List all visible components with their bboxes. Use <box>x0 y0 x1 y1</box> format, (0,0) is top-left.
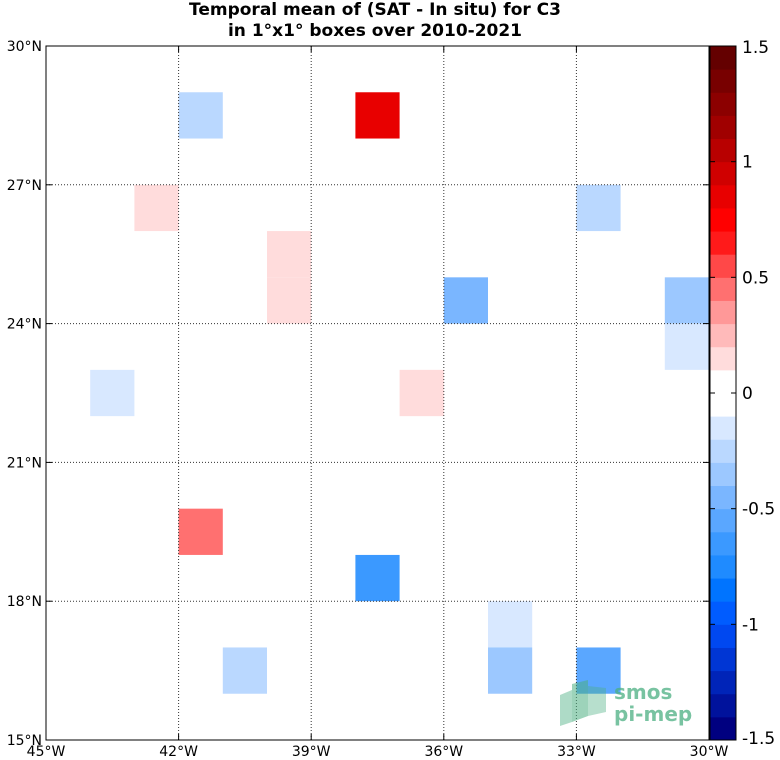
colorbar-segment <box>710 393 736 417</box>
data-cell <box>664 277 709 324</box>
colorbar-tick-label: -1.5 <box>742 729 775 749</box>
chart-title: Temporal mean of (SAT - In situ) for C3 <box>189 0 561 20</box>
colorbar-segment <box>710 554 736 579</box>
y-tick-label: 18°N <box>7 594 42 610</box>
colorbar-segment <box>710 277 736 301</box>
colorbar-segment <box>710 439 736 463</box>
data-cell <box>222 647 267 694</box>
data-cell <box>90 369 135 417</box>
colorbar-segment <box>710 115 736 140</box>
grid-lines <box>46 46 709 740</box>
x-tick-label: 36°W <box>424 744 463 760</box>
y-tick-label: 27°N <box>7 178 42 194</box>
data-cell <box>267 231 312 278</box>
colorbar: 1.5 1 0.5 0 -0.5 -1 -1.5 <box>709 38 775 749</box>
colorbar-segment <box>710 323 736 348</box>
data-cells <box>90 92 709 694</box>
y-tick-label: 15°N <box>7 733 42 749</box>
data-cell <box>576 184 621 232</box>
y-tick-label: 21°N <box>7 455 42 471</box>
colorbar-tick-label: -0.5 <box>742 500 775 520</box>
data-cell <box>488 647 533 694</box>
colorbar-segment <box>710 92 736 116</box>
colorbar-segment <box>710 138 736 163</box>
data-cell <box>355 92 400 139</box>
colorbar-segment <box>710 693 736 718</box>
colorbar-segment <box>710 601 736 625</box>
chart-title-block: Temporal mean of (SAT - In situ) for C3 … <box>0 0 750 42</box>
plot-frame <box>45 45 710 741</box>
x-tick-label: 42°W <box>159 744 198 760</box>
colorbar-segment <box>710 670 736 695</box>
colorbar-segment <box>710 207 736 232</box>
colorbar-segment <box>710 254 736 278</box>
colorbar-segment <box>710 578 736 602</box>
colorbar-segment <box>710 716 736 741</box>
colorbar-segment <box>710 369 736 394</box>
colorbar-segment <box>710 508 736 533</box>
logo-text-line2: pi-mep <box>614 702 692 726</box>
colorbar-segment <box>710 647 736 672</box>
axis-ticks: 45°W 42°W 39°W 36°W 33°W 30°W 15°N 18°N 21°N 24°N… <box>7 39 729 760</box>
x-tick-label: 39°W <box>292 744 331 760</box>
data-cell <box>267 277 312 324</box>
colorbar-segment <box>710 184 736 209</box>
colorbar-segment <box>710 485 736 510</box>
colorbar-tick-label: 1.5 <box>742 38 769 58</box>
x-tick-label: 45°W <box>27 744 66 760</box>
colorbar-tick-label: 0.5 <box>742 268 769 288</box>
logo-text-line1: smos <box>614 680 672 704</box>
y-tick-label: 30°N <box>7 39 42 55</box>
colorbar-segment <box>710 624 736 648</box>
colorbar-segment <box>710 531 736 556</box>
colorbar-segment <box>710 69 736 93</box>
data-cell <box>178 92 223 139</box>
x-tick-label: 30°W <box>690 744 729 760</box>
chart-subtitle: in 1°x1° boxes over 2010-2021 <box>227 21 523 41</box>
smos-pi-mep-logo: smos pi-mep <box>560 680 692 726</box>
colorbar-tick-label: 0 <box>742 384 753 404</box>
data-cell <box>178 508 223 555</box>
colorbar-tick-label: -1 <box>742 615 759 635</box>
colorbar-segment <box>710 462 736 487</box>
data-cell <box>355 554 400 602</box>
colorbar-segment <box>710 346 736 371</box>
colorbar-tick-label: 1 <box>742 153 753 173</box>
data-cell <box>664 323 709 370</box>
data-cell <box>443 277 488 324</box>
colorbar-segment <box>710 416 736 440</box>
data-cell <box>399 369 444 417</box>
colorbar-segment <box>710 231 736 255</box>
colorbar-segment <box>710 300 736 325</box>
data-cell <box>488 601 533 648</box>
colorbar-segment <box>710 161 736 186</box>
x-tick-label: 33°W <box>557 744 596 760</box>
y-tick-label: 24°N <box>7 317 42 333</box>
data-cell <box>134 184 179 232</box>
colorbar-segment <box>710 46 736 70</box>
